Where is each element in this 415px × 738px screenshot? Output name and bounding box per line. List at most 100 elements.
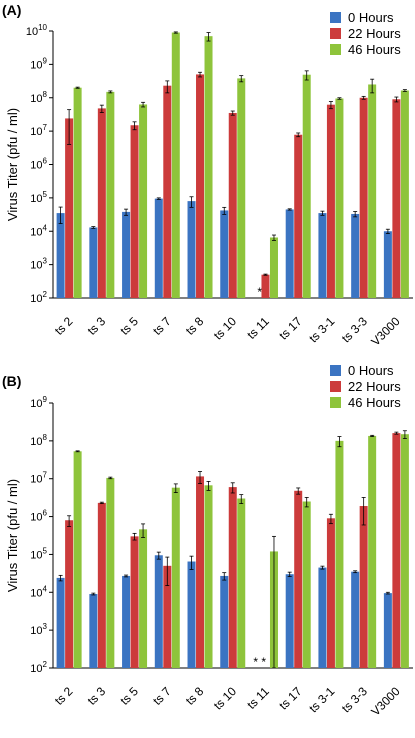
bar-0-hours [187, 201, 196, 298]
bar-0-hours [89, 594, 98, 668]
bar-22-hours [359, 506, 368, 668]
chart-panel-b: (B) 102 103 104 105 106 107 108 109 Virus Titer (… [2, 363, 413, 719]
bar-22-hours [97, 108, 106, 298]
bar-46-hours [335, 98, 344, 299]
y-tick-label: 108 [30, 433, 47, 448]
x-tick-label: ts 3-1 [306, 684, 337, 715]
bar-46-hours [237, 498, 246, 668]
x-tick-label: ts 10 [211, 314, 240, 343]
legend-swatch [330, 12, 341, 23]
y-tick-label: 108 [30, 90, 47, 105]
x-tick-label: ts 3 [85, 314, 109, 338]
bar-46-hours [368, 84, 377, 298]
legend-label: 22 Hours [348, 26, 401, 41]
x-tick-label: ts 3-3 [339, 684, 370, 715]
x-tick-label: V3000 [368, 684, 403, 719]
x-tick-label: ts 2 [52, 314, 76, 338]
legend-label: 46 Hours [348, 42, 401, 57]
bar-22-hours [65, 118, 74, 298]
bar-22-hours [130, 536, 139, 668]
bar-0-hours [220, 575, 229, 668]
bar-22-hours [228, 487, 237, 668]
bar-46-hours [302, 501, 311, 668]
y-tick-label: 104 [30, 584, 47, 599]
bar-0-hours [154, 198, 163, 298]
x-tick-label: ts 7 [150, 684, 174, 708]
x-tick-label: ts 3-1 [306, 314, 337, 345]
y-tick-label: 104 [30, 223, 47, 238]
bar-0-hours [318, 567, 327, 668]
x-tick-label: ts 7 [150, 314, 174, 338]
legend-swatch [330, 397, 341, 408]
bar-46-hours [302, 74, 311, 298]
panel-label: (A) [2, 2, 21, 18]
bar-46-hours [106, 477, 115, 668]
bar-22-hours [196, 476, 205, 668]
y-tick-label: 107 [30, 471, 47, 486]
y-tick-label: 106 [30, 509, 47, 524]
legend-label: 0 Hours [348, 363, 394, 378]
legend-swatch [330, 44, 341, 55]
bar-46-hours [139, 104, 148, 298]
x-tick-label: ts 11 [244, 314, 272, 342]
bar-0-hours [122, 575, 131, 668]
y-axis-title: Virus Titer (pfu / ml) [5, 479, 20, 592]
bar-0-hours [351, 571, 360, 668]
x-tick-label: ts 11 [244, 684, 272, 712]
bar-22-hours [65, 520, 74, 668]
legend-label: 46 Hours [348, 395, 401, 410]
bar-22-hours [261, 274, 270, 298]
bar-0-hours [351, 213, 360, 298]
y-tick-label: 102 [30, 290, 47, 305]
x-tick-label: ts 10 [211, 684, 240, 713]
bar-0-hours [187, 561, 196, 668]
bar-0-hours [154, 555, 163, 668]
bar-0-hours [56, 213, 65, 298]
y-tick-label: 105 [30, 546, 47, 561]
bar-0-hours [122, 211, 131, 298]
y-tick-label: 109 [30, 395, 47, 410]
bar-22-hours [228, 112, 237, 298]
y-tick-label: 106 [30, 157, 47, 172]
bar-0-hours [318, 213, 327, 298]
x-tick-label: ts 3-3 [339, 314, 370, 345]
bar-46-hours [171, 32, 180, 298]
x-tick-label: ts 2 [52, 684, 76, 708]
bar-22-hours [359, 97, 368, 298]
bar-22-hours [326, 104, 335, 298]
bar-0-hours [285, 209, 294, 298]
bar-0-hours [220, 210, 229, 298]
bar-46-hours [237, 78, 246, 298]
x-tick-label: ts 5 [117, 314, 141, 338]
bar-46-hours [204, 485, 213, 668]
y-tick-label: 105 [30, 190, 47, 205]
bar-22-hours [97, 502, 106, 668]
bar-46-hours [171, 487, 180, 668]
bar-46-hours [204, 36, 213, 298]
x-tick-label: ts 3 [85, 684, 109, 708]
bar-46-hours [73, 451, 82, 668]
bar-22-hours [392, 433, 401, 668]
bar-0-hours [383, 593, 392, 668]
bar-46-hours [400, 434, 409, 668]
bar-22-hours [163, 85, 172, 298]
x-tick-label: ts 17 [276, 684, 305, 713]
legend-swatch [330, 365, 341, 376]
bar-22-hours [392, 99, 401, 298]
bar-0-hours [383, 231, 392, 298]
bar-22-hours [294, 134, 303, 298]
y-tick-label: 1010 [26, 23, 48, 38]
chart-panel-a: (A) 102 103 104 105 106 107 108 109 1010 Virus Tit… [2, 2, 413, 349]
x-tick-label: ts 8 [183, 314, 207, 338]
bar-46-hours [269, 237, 278, 298]
bar-0-hours [89, 227, 98, 298]
significance-marker: * [257, 285, 262, 299]
x-tick-label: ts 5 [117, 684, 141, 708]
y-tick-label: 103 [30, 622, 47, 637]
legend-swatch [330, 28, 341, 39]
x-tick-label: V3000 [368, 314, 403, 349]
legend-swatch [330, 381, 341, 392]
y-tick-label: 109 [30, 56, 47, 71]
y-tick-label: 107 [30, 123, 47, 138]
legend-label: 22 Hours [348, 379, 401, 394]
